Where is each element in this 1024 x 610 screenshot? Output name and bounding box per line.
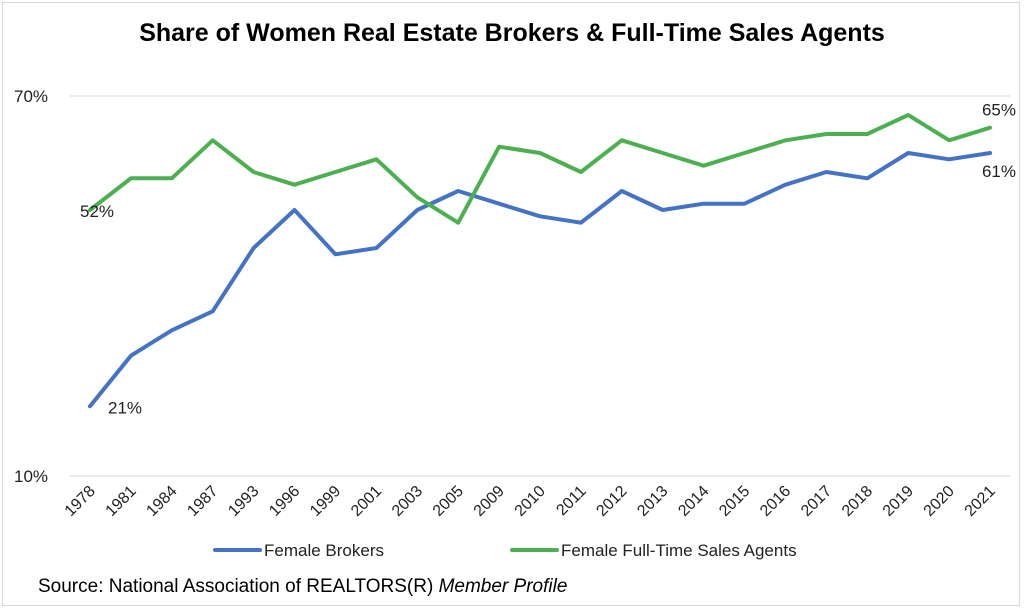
x-tick-label: 2015: [716, 483, 753, 520]
source-italic: Member Profile: [438, 576, 568, 597]
source-note: Source: National Association of REALTORS…: [38, 576, 567, 598]
legend-label: Female Full-Time Sales Agents: [561, 541, 797, 560]
x-tick-label: 2021: [962, 483, 999, 520]
x-tick-label: 2005: [430, 483, 467, 520]
data-label: 52%: [80, 202, 114, 221]
x-tick-label: 1987: [184, 483, 221, 520]
x-tick-label: 2013: [634, 483, 671, 520]
y-tick-label: 10%: [14, 467, 48, 486]
x-tick-label: 1981: [103, 483, 140, 520]
x-tick-label: 2017: [798, 483, 835, 520]
x-tick-label: 2010: [512, 483, 549, 520]
x-tick-label: 1996: [266, 483, 303, 520]
chart-title: Share of Women Real Estate Brokers & Ful…: [139, 19, 885, 47]
x-tick-label: 1984: [143, 483, 180, 520]
x-tick-label: 2011: [553, 483, 589, 519]
legend-label: Female Brokers: [264, 541, 384, 560]
data-label: 61%: [982, 162, 1016, 181]
x-tick-label: 2001: [348, 483, 385, 520]
x-tick-label: 1999: [307, 483, 344, 520]
data-label: 21%: [108, 398, 142, 417]
x-tick-label: 2009: [471, 483, 508, 520]
y-tick-label: 70%: [14, 87, 48, 106]
x-tick-label: 1978: [62, 483, 99, 520]
series-line-female-brokers: [88, 151, 992, 409]
x-tick-label: 2020: [921, 483, 958, 520]
source-prefix: Source: National Association of REALTORS…: [38, 576, 439, 597]
x-tick-label: 1993: [225, 483, 262, 520]
series-line-female-full-time-sales-agents: [88, 113, 992, 225]
x-tick-label: 2018: [839, 483, 876, 520]
x-tick-label: 2012: [593, 483, 630, 520]
x-tick-label: 2016: [757, 483, 794, 520]
data-label: 65%: [982, 101, 1016, 120]
x-tick-label: 2014: [675, 483, 712, 520]
x-tick-label: 2003: [389, 483, 426, 520]
x-tick-label: 2019: [880, 483, 917, 520]
